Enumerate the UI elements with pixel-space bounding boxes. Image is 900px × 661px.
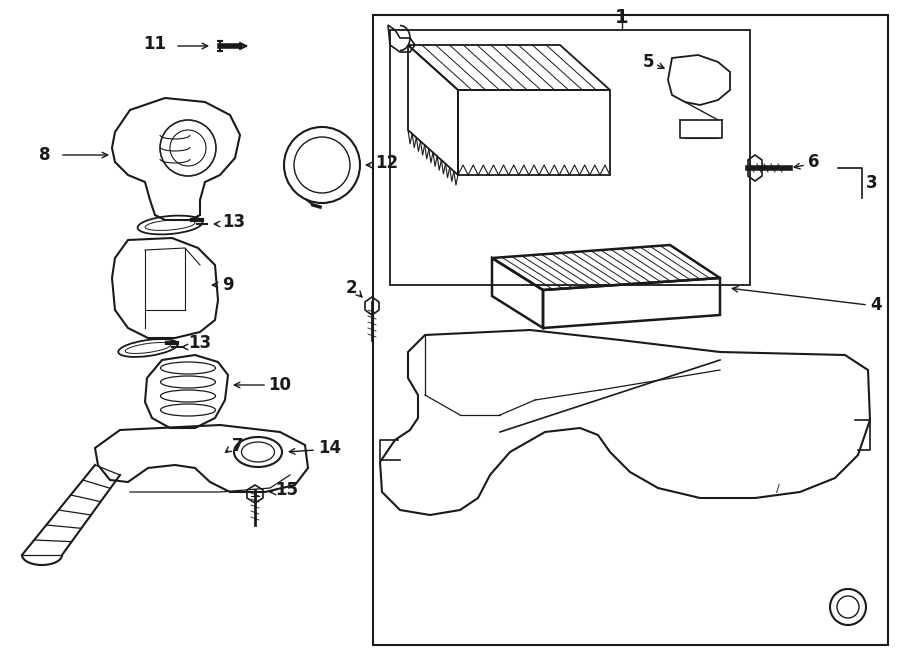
Text: 7: 7 [232, 437, 244, 455]
Bar [390, 30, 750, 285]
Text: 6: 6 [808, 153, 820, 171]
Text: 5: 5 [643, 53, 653, 71]
Text: 1: 1 [616, 8, 629, 27]
Text: 3: 3 [866, 174, 878, 192]
Text: 13: 13 [188, 334, 212, 352]
Text: 15: 15 [275, 481, 298, 499]
Text: 13: 13 [222, 213, 245, 231]
Bar [373, 15, 888, 645]
Text: 4: 4 [870, 296, 882, 314]
Text: 14: 14 [318, 439, 341, 457]
Text: 12: 12 [375, 154, 398, 172]
Text: 8: 8 [40, 146, 50, 164]
Text: 10: 10 [268, 376, 291, 394]
Text: 11: 11 [143, 35, 166, 53]
Text: 2: 2 [346, 279, 356, 297]
Text: /: / [776, 484, 780, 494]
Text: 9: 9 [222, 276, 234, 294]
